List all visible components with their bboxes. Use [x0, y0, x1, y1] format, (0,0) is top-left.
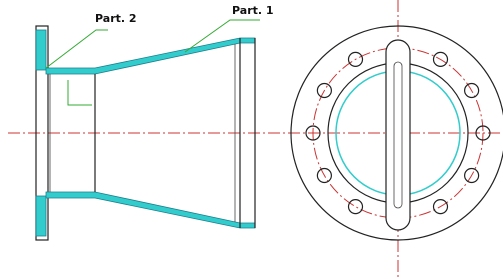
- flange-section: [36, 30, 46, 70]
- bolt-hole: [349, 200, 363, 214]
- flange-section: [36, 196, 46, 236]
- part-label: Part. 2: [95, 12, 137, 25]
- drawing: Part. 2 Part. 1: [0, 0, 503, 279]
- leader-part-2: [46, 30, 108, 68]
- slot: [386, 40, 410, 230]
- bottom-wall: [46, 192, 255, 228]
- part-label: Part. 1: [232, 4, 274, 17]
- side-view: Part. 2 Part. 1: [36, 4, 274, 240]
- leader-detail: [68, 80, 92, 105]
- top-wall: [46, 38, 255, 74]
